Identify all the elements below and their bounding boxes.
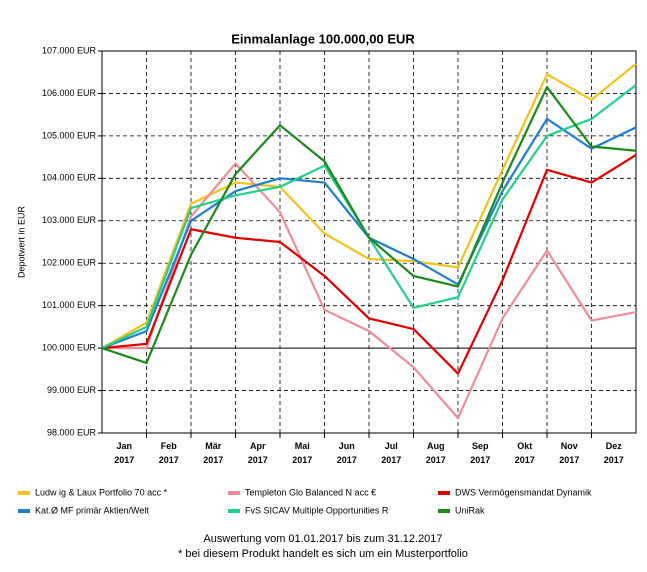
x-tick-label: Jun 2017 (337, 441, 357, 465)
series-line (101, 62, 637, 350)
legend-label: DWS Vermögensmandat Dynamik (455, 487, 592, 497)
y-tick-label: 103.000 EUR (42, 215, 97, 225)
legend-label: Ludw ig & Laux Portfolio 70 acc * (35, 487, 168, 497)
legend-label: FvS SICAV Multiple Opportunities R (245, 505, 389, 515)
x-tick-label: Jan 2017 (114, 441, 134, 465)
y-tick-label: 107.000 EUR (42, 45, 97, 55)
legend-label: Templeton Glo Balanced N acc € (245, 487, 376, 497)
y-tick-label: 101.000 EUR (42, 300, 97, 310)
chart-title: Einmalanlage 100.000,00 EUR (231, 31, 415, 46)
y-axis-label: Depotwert in EUR (16, 205, 26, 278)
legend-label: UniRak (455, 505, 485, 515)
x-tick-label: Dez 2017 (604, 441, 624, 465)
x-tick-label: Sep 2017 (470, 441, 490, 465)
legend-label: Kat.Ø MF primär Aktien/Welt (35, 505, 149, 515)
x-tick-label: Okt 2017 (515, 441, 535, 465)
x-tick-label: Mär 2017 (203, 441, 223, 465)
y-tick-label: 98.000 EUR (47, 427, 97, 437)
series-line (101, 85, 637, 365)
y-tick-label: 104.000 EUR (42, 173, 97, 183)
x-tick-label: Apr 2017 (248, 441, 268, 465)
x-tick-label: Mai 2017 (292, 441, 312, 465)
x-tick-label: Jul 2017 (381, 441, 401, 465)
footnote: * bei diesem Produkt handelt es sich um … (178, 548, 468, 560)
y-tick-label: 105.000 EUR (42, 130, 97, 140)
y-tick-label: 106.000 EUR (42, 88, 97, 98)
x-tick-label: Nov 2017 (559, 441, 579, 465)
x-tick-label: Feb 2017 (159, 441, 179, 465)
y-tick-label: 102.000 EUR (42, 258, 97, 268)
x-tick-label: Aug 2017 (426, 441, 446, 465)
series-line (102, 162, 637, 420)
y-tick-label: 100.000 EUR (42, 342, 97, 352)
series-line (101, 154, 637, 375)
y-tick-label: 99.000 EUR (47, 385, 97, 395)
footnote: Auswertung vom 01.01.2017 bis zum 31.12.… (203, 533, 442, 545)
